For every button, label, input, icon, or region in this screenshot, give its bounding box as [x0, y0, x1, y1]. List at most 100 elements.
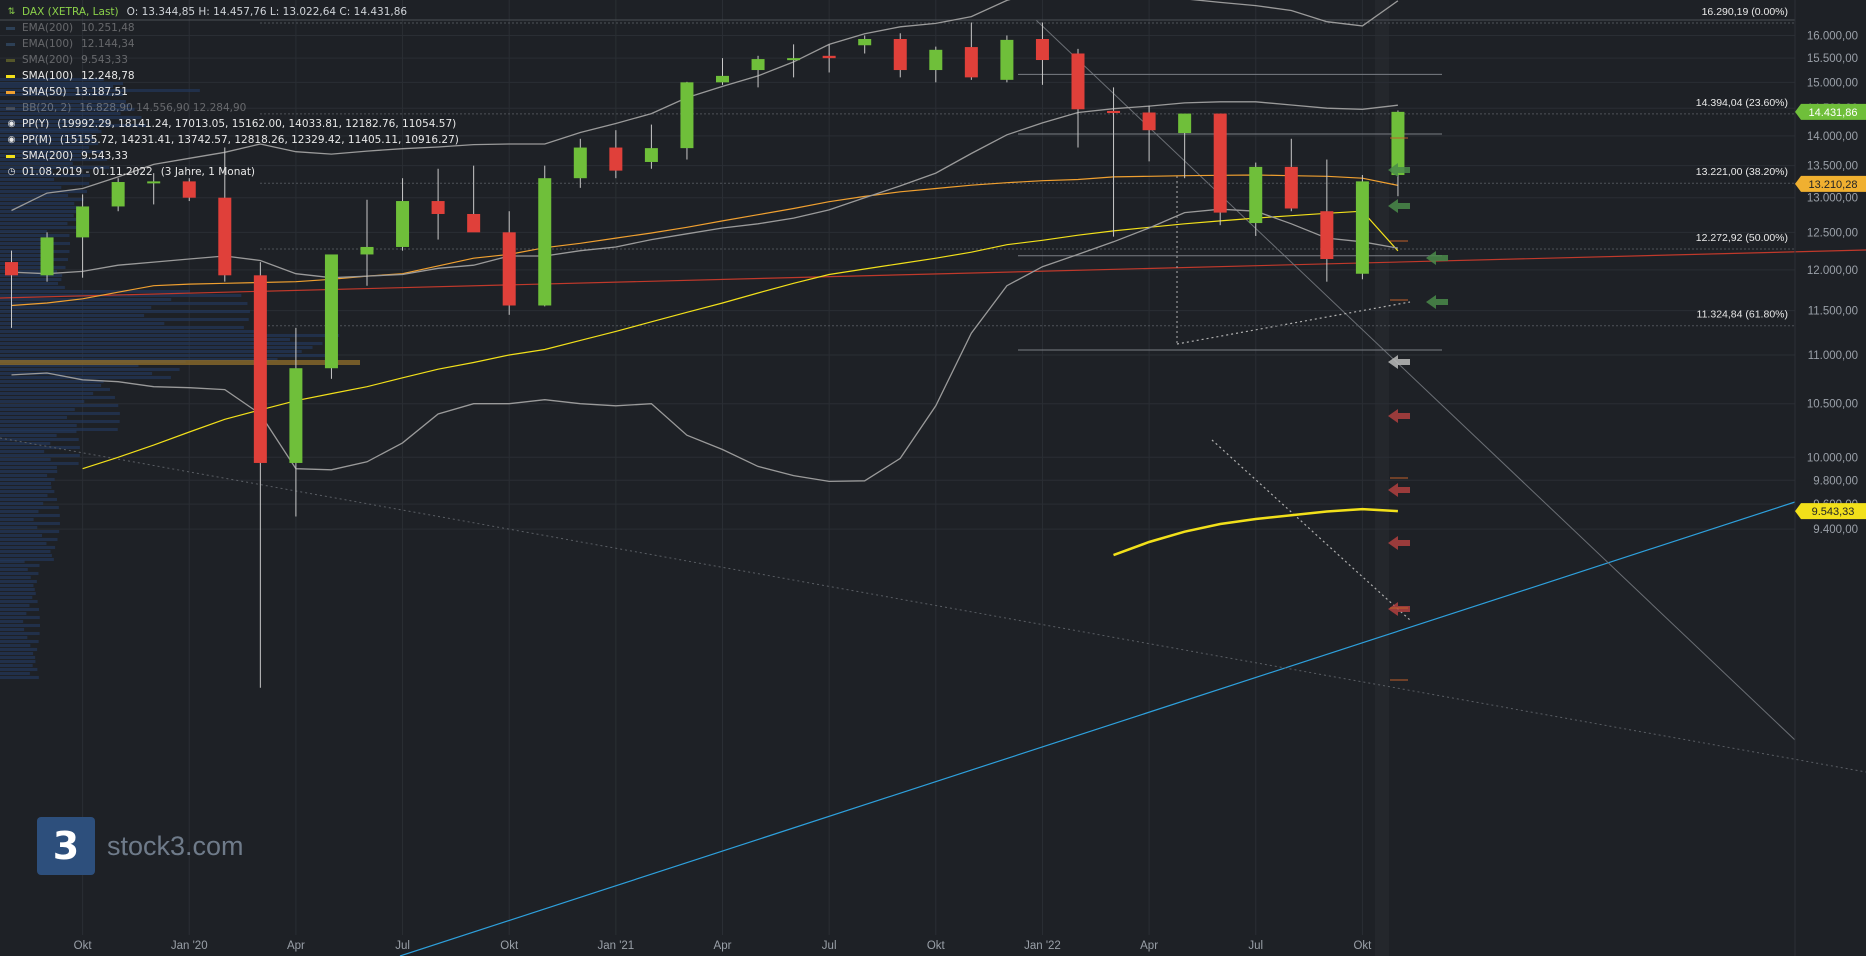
candle[interactable]	[218, 147, 232, 282]
volume-profile-bar	[0, 514, 60, 517]
candle-body	[147, 181, 161, 184]
candle[interactable]	[5, 250, 18, 328]
volume-profile-bar	[0, 644, 31, 647]
series-bb-upper	[11, 0, 1399, 212]
trend-line-dotted-grey	[0, 437, 1866, 773]
volume-profile-bar	[0, 250, 70, 253]
price-tag-badge	[1795, 175, 1866, 192]
candle[interactable]	[538, 165, 552, 307]
price-axis[interactable]: 9.400,009.600,009.800,0010.000,0010.500,…	[1807, 30, 1858, 536]
volume-profile-bar	[0, 462, 79, 465]
candle[interactable]	[822, 44, 836, 73]
candle[interactable]	[111, 178, 125, 212]
volume-profile-bar	[0, 372, 153, 375]
volume-profile-bar	[0, 672, 30, 675]
time-tick-label: Jan '20	[171, 940, 208, 952]
candle[interactable]	[1391, 110, 1405, 197]
volume-profile-bar	[0, 656, 36, 659]
candle[interactable]	[360, 199, 374, 286]
price-tick-label: 15.000,00	[1807, 77, 1858, 89]
candle[interactable]	[467, 165, 481, 233]
candle[interactable]	[573, 138, 587, 188]
volume-profile-bar	[0, 338, 290, 341]
candle[interactable]	[716, 58, 729, 85]
price-tick-label: 11.500,00	[1808, 306, 1858, 318]
candle[interactable]	[502, 211, 516, 315]
candle[interactable]	[147, 173, 161, 205]
candle-body	[502, 232, 516, 306]
volume-profile-bar	[0, 628, 25, 631]
candle[interactable]	[680, 81, 694, 160]
candle[interactable]	[1071, 48, 1085, 148]
candle[interactable]	[1178, 113, 1192, 179]
candle[interactable]	[1213, 113, 1227, 226]
volume-profile-bar	[0, 89, 200, 92]
price-tick-label: 13.000,00	[1807, 193, 1858, 205]
volume-profile-bar	[0, 636, 28, 639]
signal-arrow-icon	[1388, 483, 1410, 497]
volume-profile-bar	[0, 342, 323, 345]
volume-profile-bar	[0, 490, 55, 493]
time-axis[interactable]: Okt Jan '20 Apr Jul Okt Jan '21 Apr Jul Okt Jan '…	[74, 940, 1372, 952]
volume-profile-bar	[0, 596, 33, 599]
candle[interactable]	[431, 168, 445, 240]
candle[interactable]	[751, 55, 765, 88]
candle-body	[1284, 166, 1298, 209]
candlesticks[interactable]	[5, 22, 1405, 688]
candle[interactable]	[289, 327, 303, 517]
candle[interactable]	[1249, 162, 1263, 236]
volume-profile-bar	[0, 294, 242, 297]
volume-profile-bar	[0, 518, 34, 521]
volume-profile-bar	[0, 446, 80, 449]
volume-profile-bar	[0, 206, 80, 209]
volume-profile-bar	[0, 546, 56, 549]
price-tick-label: 12.000,00	[1807, 265, 1858, 277]
volume-profile-bar	[0, 274, 63, 277]
candle[interactable]	[40, 232, 54, 282]
candle[interactable]	[253, 262, 267, 688]
volume-profile-bar	[0, 494, 48, 497]
candle[interactable]	[1000, 35, 1014, 83]
candle[interactable]	[1355, 175, 1369, 280]
volume-profile-bar	[0, 522, 60, 525]
candle-body	[680, 82, 694, 149]
volume-profile-bar	[0, 234, 70, 237]
volume-profile-bar	[0, 388, 111, 391]
volume-profile-bar	[0, 346, 313, 349]
candle[interactable]	[964, 22, 978, 80]
volume-profile-bar	[0, 150, 104, 153]
volume-profile-bar	[0, 676, 39, 679]
volume-profile-bar	[0, 530, 60, 533]
volume-profile-bar	[0, 100, 126, 103]
candle[interactable]	[644, 124, 658, 169]
volume-profile-bar	[0, 608, 39, 611]
stock3-logo: 3	[37, 817, 95, 875]
candle[interactable]	[396, 178, 410, 251]
candle[interactable]	[1035, 22, 1049, 85]
candle[interactable]	[1142, 105, 1156, 162]
candle-body	[1142, 112, 1156, 131]
candle-body	[893, 38, 907, 71]
volume-profile-bar	[0, 116, 142, 119]
volume-profile-bar	[0, 664, 33, 667]
candle[interactable]	[324, 254, 338, 379]
trend-line-red	[0, 249, 1866, 299]
candle[interactable]	[1284, 138, 1298, 212]
volume-profile-bar	[0, 604, 30, 607]
candle[interactable]	[609, 130, 623, 179]
candle-body	[858, 38, 872, 46]
candle-body	[609, 147, 623, 171]
candle[interactable]	[1320, 159, 1334, 282]
candle[interactable]	[787, 44, 801, 78]
volume-profile-bar	[0, 278, 62, 281]
price-tick-label: 10.000,00	[1807, 452, 1858, 464]
candle[interactable]	[893, 33, 907, 78]
candle[interactable]	[1107, 87, 1121, 237]
candle[interactable]	[929, 46, 943, 83]
candle[interactable]	[858, 35, 872, 54]
candle[interactable]	[76, 194, 90, 278]
volume-profile-bar	[0, 158, 108, 161]
candle[interactable]	[182, 178, 196, 202]
volume-profile-bar	[0, 560, 25, 563]
